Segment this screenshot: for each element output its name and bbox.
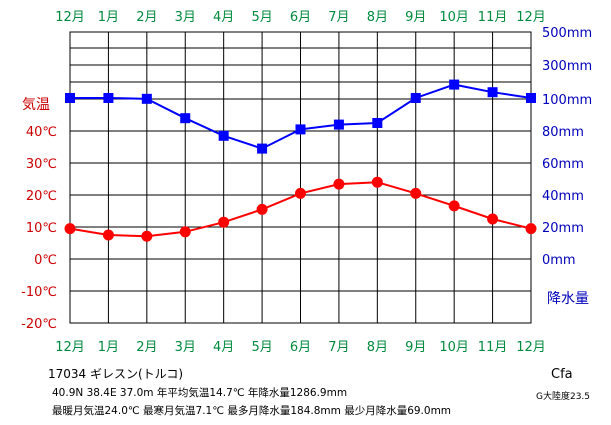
month-label-bottom: 10月 [439,340,469,355]
temperature-point [64,223,76,235]
precipitation-point [449,79,460,90]
month-label-bottom: 2月 [136,340,157,355]
precipitation-point [333,119,344,130]
month-label-top: 3月 [175,10,196,25]
temperature-point [448,200,460,212]
month-label-top: 10月 [439,10,469,25]
temperature-point [295,187,306,199]
precipitation-tick-label: 300mm [542,59,592,74]
precipitation-point [65,92,75,103]
precipitation-tick-label: 500mm [542,26,592,41]
temperature-point [371,176,383,188]
precipitation-point [180,113,191,124]
month-label-top: 5月 [251,10,272,25]
temperature-point [525,223,537,235]
precipitation-axis-title: 降水量 [547,291,589,307]
temperature-point [218,216,230,228]
month-label-bottom: 12月 [516,340,546,355]
precipitation-tick-label: 80mm [542,125,584,140]
precipitation-tick-label: 60mm [542,157,584,172]
temperature-point [141,230,153,242]
month-label-bottom: 9月 [405,340,426,355]
month-label-bottom: 1月 [98,340,119,355]
precipitation-point [487,87,498,98]
temperature-point [102,229,114,241]
month-label-bottom: 11月 [478,340,508,355]
precipitation-point [526,92,536,103]
precipitation-tick-label: 100mm [542,93,592,108]
precipitation-point [372,118,383,128]
temperature-tick-label: 10℃ [26,221,57,236]
precipitation-point [218,130,229,141]
month-label-top: 8月 [367,10,388,25]
temperature-point [256,203,268,215]
precipitation-tick-label: 20mm [542,221,584,236]
temperature-tick-label: 20℃ [26,189,57,204]
temperature-point [410,187,422,199]
precipitation-tick-label: 40mm [542,189,584,204]
month-label-bottom: 5月 [251,340,272,355]
temperature-tick-label: -10℃ [21,285,57,300]
temperature-tick-label: -20℃ [21,317,57,332]
month-label-top: 6月 [290,10,311,25]
precipitation-point [141,93,152,104]
month-label-bottom: 4月 [213,340,234,355]
temperature-point [487,213,499,225]
temperature-point [333,178,345,190]
temperature-tick-label: 0℃ [34,253,57,268]
month-label-top: 12月 [516,10,546,25]
precipitation-point [257,143,268,154]
month-label-top: 11月 [478,10,508,25]
month-label-bottom: 3月 [175,340,196,355]
month-label-bottom: 8月 [367,340,388,355]
month-label-bottom: 6月 [290,340,311,355]
precipitation-tick-label: 0mm [542,253,576,268]
precipitation-point [103,92,114,103]
temperature-point [179,226,191,238]
precipitation-point [295,124,306,135]
temperature-axis-title: 気温 [22,97,50,113]
month-label-top: 12月 [55,10,85,25]
precipitation-point [410,92,421,103]
temperature-tick-label: 30℃ [26,157,57,172]
month-label-top: 1月 [98,10,119,25]
month-label-top: 2月 [136,10,157,25]
temperature-tick-label: 40℃ [26,125,57,140]
month-label-bottom: 12月 [55,340,85,355]
month-label-top: 4月 [213,10,234,25]
month-label-bottom: 7月 [328,340,349,355]
month-label-top: 7月 [328,10,349,25]
month-label-top: 9月 [405,10,426,25]
